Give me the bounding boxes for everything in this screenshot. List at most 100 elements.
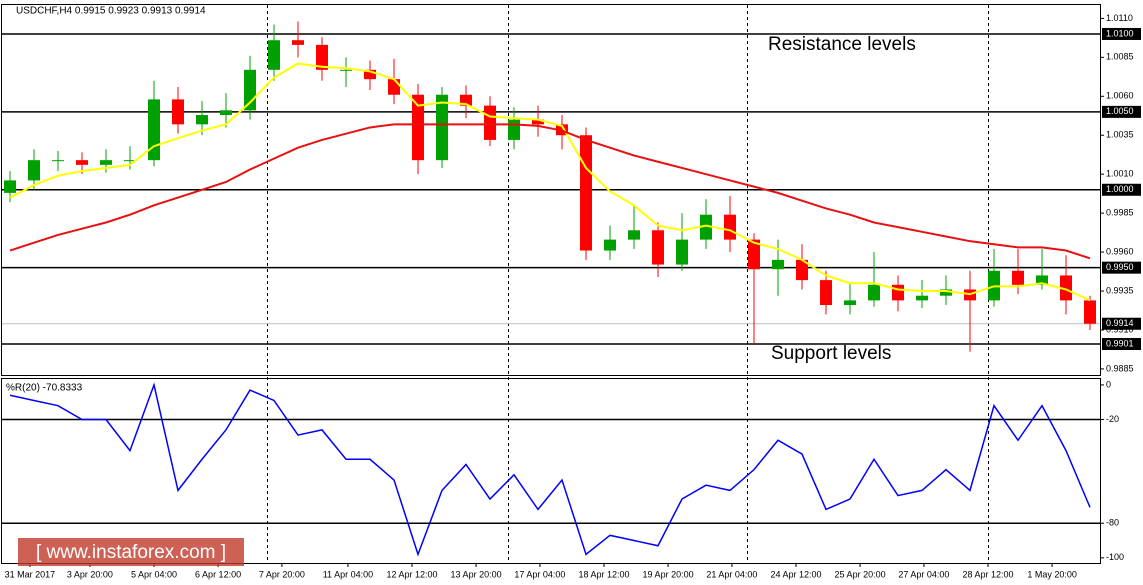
candle-body xyxy=(460,94,472,106)
x-tick-label: 18 Apr 12:00 xyxy=(578,569,629,579)
moving-average xyxy=(9,62,1091,302)
indicator-panel-frame xyxy=(1,378,1101,564)
level-label-box xyxy=(1102,261,1141,274)
candle-body xyxy=(52,160,64,162)
candle-body xyxy=(148,99,160,161)
candle-body xyxy=(604,239,616,251)
candle-body xyxy=(892,284,904,301)
candle-body xyxy=(76,160,88,165)
candle-body xyxy=(748,239,760,270)
candle-body xyxy=(244,69,256,111)
candle-body xyxy=(1060,275,1072,301)
candle-body xyxy=(940,289,952,296)
x-tick-label: 5 Apr 04:00 xyxy=(131,569,177,579)
candle-body xyxy=(340,69,352,71)
level-label: 1.0000 xyxy=(1106,184,1134,194)
x-tick-label: 12 Apr 12:00 xyxy=(386,569,437,579)
x-tick-label: 6 Apr 12:00 xyxy=(195,569,241,579)
candle-body xyxy=(124,160,136,162)
level-label-box xyxy=(1102,317,1141,330)
x-tick-label: 7 Apr 20:00 xyxy=(259,569,305,579)
candle-body xyxy=(916,295,928,301)
y-tick-label: -80 xyxy=(1106,518,1119,528)
x-tick-label: 28 Apr 12:00 xyxy=(962,569,1013,579)
candle-body xyxy=(268,40,280,70)
candle-body xyxy=(100,160,112,165)
level-label-box xyxy=(1102,183,1141,196)
y-tick-label: 0.9885 xyxy=(1106,363,1134,373)
candle-body xyxy=(796,259,808,281)
y-tick-label: 0.9935 xyxy=(1106,285,1134,295)
y-tick-label: 1.0060 xyxy=(1106,91,1134,101)
level-label: 1.0050 xyxy=(1106,106,1134,116)
candle-body xyxy=(196,114,208,125)
level-label: 1.0100 xyxy=(1106,28,1134,38)
x-tick-label: 1 May 20:00 xyxy=(1027,569,1077,579)
x-tick-label: 19 Apr 20:00 xyxy=(643,569,694,579)
y-tick-label: 0.9960 xyxy=(1106,246,1134,256)
level-label-box xyxy=(1102,337,1141,350)
candle-body xyxy=(436,94,448,161)
candle-body xyxy=(580,135,592,251)
candle-body xyxy=(724,214,736,240)
candle-body xyxy=(220,110,232,115)
candle-body xyxy=(652,230,664,265)
y-tick-label: 1.0110 xyxy=(1106,13,1133,23)
y-tick-label: 1.0035 xyxy=(1106,130,1134,140)
indicator-title: %R(20) -70.8333 xyxy=(6,383,83,394)
x-tick-label: 3 Apr 20:00 xyxy=(67,569,113,579)
y-tick-label: 0.9985 xyxy=(1106,208,1134,218)
y-tick-label: 1.0085 xyxy=(1106,52,1134,62)
y-tick-label: 1.0010 xyxy=(1106,169,1134,179)
y-tick-label: -100 xyxy=(1106,552,1124,562)
chart-title: USDCHF,H4 0.9915 0.9923 0.9913 0.9914 xyxy=(16,6,206,17)
candle-body xyxy=(844,300,856,306)
candle-body xyxy=(676,239,688,265)
candle-body xyxy=(820,280,832,306)
x-tick-label: 24 Apr 12:00 xyxy=(770,569,821,579)
levels xyxy=(2,17,1104,567)
candle-body xyxy=(1012,270,1024,285)
candle-body xyxy=(412,94,424,161)
candle-body xyxy=(4,180,16,193)
candle-body xyxy=(316,44,328,70)
annotation: Resistance levels xyxy=(768,34,916,55)
y-tick-label: 0 xyxy=(1106,379,1111,389)
x-tick-label: 25 Apr 20:00 xyxy=(835,569,886,579)
x-tick-label: 21 Apr 04:00 xyxy=(706,569,757,579)
marks xyxy=(4,21,1096,557)
candle-body xyxy=(772,259,784,270)
candle-body xyxy=(484,105,496,140)
candle-body xyxy=(28,160,40,181)
level-label: 0.9950 xyxy=(1106,262,1134,272)
candle-body xyxy=(292,40,304,45)
watermark: [ www.instaforex.com ] xyxy=(36,542,226,563)
x-tick-label: 13 Apr 20:00 xyxy=(451,569,502,579)
watermark-box xyxy=(18,538,244,566)
level-label-box xyxy=(1102,105,1141,118)
level-label: 0.9914 xyxy=(1106,318,1134,328)
level-label-box xyxy=(1102,27,1141,40)
candle-body xyxy=(1036,275,1048,285)
candle-body xyxy=(1084,300,1096,324)
candle-body xyxy=(700,214,712,240)
candle-body xyxy=(532,119,544,125)
y-tick-label: -20 xyxy=(1106,414,1119,424)
candle-body xyxy=(508,119,520,140)
level-label: 0.9901 xyxy=(1106,338,1134,348)
candle-body xyxy=(388,79,400,95)
candle-body xyxy=(172,99,184,125)
annotation: Support levels xyxy=(771,343,891,364)
x-tick-label: 27 Apr 04:00 xyxy=(898,569,949,579)
candle-body xyxy=(364,69,376,80)
x-tick-label: 11 Apr 04:00 xyxy=(323,569,373,579)
x-tick-label: 31 Mar 2017 xyxy=(5,569,56,579)
indicator-line xyxy=(9,382,1091,557)
price-panel-frame xyxy=(1,4,1101,376)
labels: 1.0110 1.0085 1.0060 1.0035 1.0010 0.9985 0.99… xyxy=(5,13,1141,579)
x-tick-label: 17 Apr 04:00 xyxy=(514,569,565,579)
candle-body xyxy=(628,230,640,240)
moving-average xyxy=(9,123,1091,260)
candle-body xyxy=(868,284,880,301)
